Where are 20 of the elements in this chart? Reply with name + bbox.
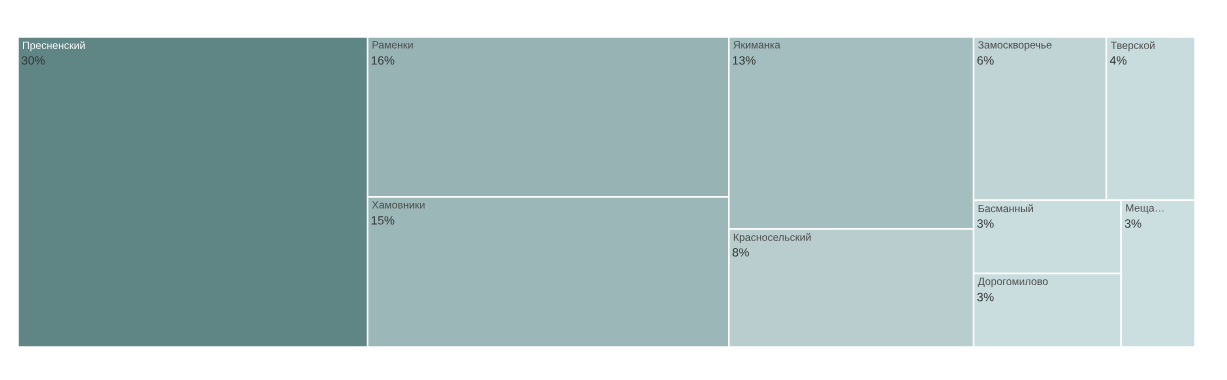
category-label: Раменки bbox=[372, 41, 413, 49]
data-label: 15% bbox=[371, 216, 395, 225]
data-label: 4% bbox=[1109, 56, 1127, 65]
category-label: Пресненский bbox=[23, 41, 85, 52]
category-label: Замоскворечье bbox=[978, 41, 1052, 51]
data-label: 8% bbox=[732, 248, 749, 257]
category-label: Меща… bbox=[1126, 204, 1164, 214]
data-label: 16% bbox=[371, 56, 395, 65]
category-label: Якиманка bbox=[733, 41, 781, 49]
category-label: Басманный bbox=[978, 204, 1033, 213]
category-label: Хамовники bbox=[372, 201, 425, 209]
category-label: Тверской bbox=[1110, 41, 1155, 52]
data-label: 3% bbox=[977, 219, 994, 228]
data-label: 13% bbox=[732, 56, 756, 65]
data-label: 3% bbox=[977, 292, 994, 302]
data-label: 30% bbox=[21, 56, 45, 65]
category-label: Дорогомилово bbox=[977, 277, 1048, 288]
data-label: 6% bbox=[977, 56, 994, 65]
data-label: 3% bbox=[1124, 219, 1142, 228]
category-label: Красносельский bbox=[733, 233, 811, 244]
